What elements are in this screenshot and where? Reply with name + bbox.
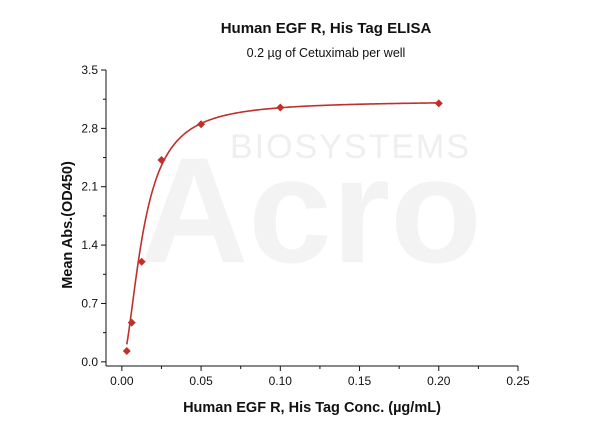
- x-axis-ticks: 0.00 0.05 0.10 0.15 0.20 0.25: [110, 366, 530, 388]
- x-tick-label: 0.25: [506, 374, 530, 388]
- y-tick-label: 2.8: [81, 121, 98, 135]
- y-axis-label: Mean Abs.(OD450): [60, 161, 76, 289]
- y-tick-label: 0.7: [81, 296, 98, 310]
- data-point: [157, 156, 166, 165]
- x-axis-label: Human EGF R, His Tag Conc. (µg/mL): [183, 400, 441, 416]
- watermark-subtext: BIOSYSTEMS: [230, 128, 471, 166]
- y-axis-ticks: 0.0 0.7 1.4 2.1 2.8 3.5: [81, 63, 106, 369]
- watermark-logo: Acro: [140, 126, 482, 294]
- data-points: [122, 99, 443, 355]
- data-point: [276, 103, 285, 112]
- data-point: [127, 318, 136, 327]
- data-point: [434, 99, 443, 108]
- y-tick-label: 3.5: [81, 63, 98, 77]
- chart-subtitle: 0.2 µg of Cetuximab per well: [247, 46, 406, 60]
- x-tick-label: 0.20: [427, 374, 451, 388]
- x-tick-label: 0.15: [348, 374, 372, 388]
- fit-curve-group: [126, 102, 439, 345]
- fit-curve: [126, 102, 439, 345]
- y-tick-label: 2.1: [81, 180, 98, 194]
- data-point: [197, 120, 206, 129]
- x-tick-label: 0.00: [110, 374, 134, 388]
- data-point: [122, 346, 131, 355]
- x-tick-label: 0.10: [269, 374, 293, 388]
- x-tick-label: 0.05: [189, 374, 213, 388]
- data-point: [137, 257, 146, 266]
- axes: [105, 70, 518, 367]
- y-tick-label: 0.0: [81, 355, 98, 369]
- watermark: BIOSYSTEMS Acro: [140, 126, 482, 294]
- y-tick-label: 1.4: [81, 238, 98, 252]
- chart-title: Human EGF R, His Tag ELISA: [221, 20, 432, 37]
